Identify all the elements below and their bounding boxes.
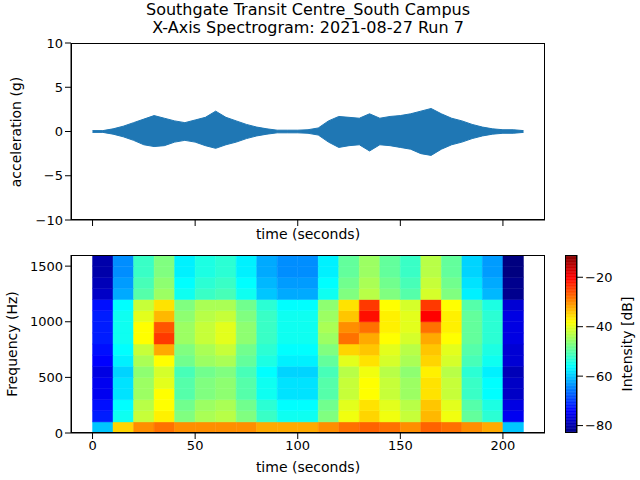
svg-text:0: 0 (55, 124, 63, 139)
svg-text:100: 100 (285, 438, 310, 453)
svg-text:500: 500 (38, 370, 63, 385)
html-text:time (seconds): time (seconds) (255, 226, 361, 242)
svg-text:10: 10 (46, 36, 63, 51)
svg-text:150: 150 (388, 438, 413, 453)
svg-text:−60: −60 (585, 369, 612, 384)
svg-text:−10: −10 (36, 213, 63, 228)
svg-text:50: 50 (187, 438, 204, 453)
svg-text:−20: −20 (585, 270, 612, 285)
svg-text:200: 200 (491, 438, 516, 453)
html-text:Southgate Transit Centre_South: Southgate Transit Centre_South Campus X-… (146, 0, 470, 37)
html-text:time (seconds): time (seconds) (255, 459, 361, 475)
svg-text:−80: −80 (585, 418, 612, 433)
svg-text:−40: −40 (585, 319, 612, 334)
html-text:Frequency (Hz): Frequency (Hz) (4, 291, 20, 397)
svg-text:5: 5 (55, 80, 63, 95)
svg-text:1500: 1500 (30, 259, 63, 274)
svg-text:−5: −5 (44, 168, 63, 183)
html-text:Intensity [dB]: Intensity [dB] (619, 296, 635, 392)
svg-text:0: 0 (55, 426, 63, 441)
svg-text:0: 0 (88, 438, 96, 453)
html-text:acceleration (g): acceleration (g) (8, 76, 24, 188)
svg-text:1000: 1000 (30, 314, 63, 329)
